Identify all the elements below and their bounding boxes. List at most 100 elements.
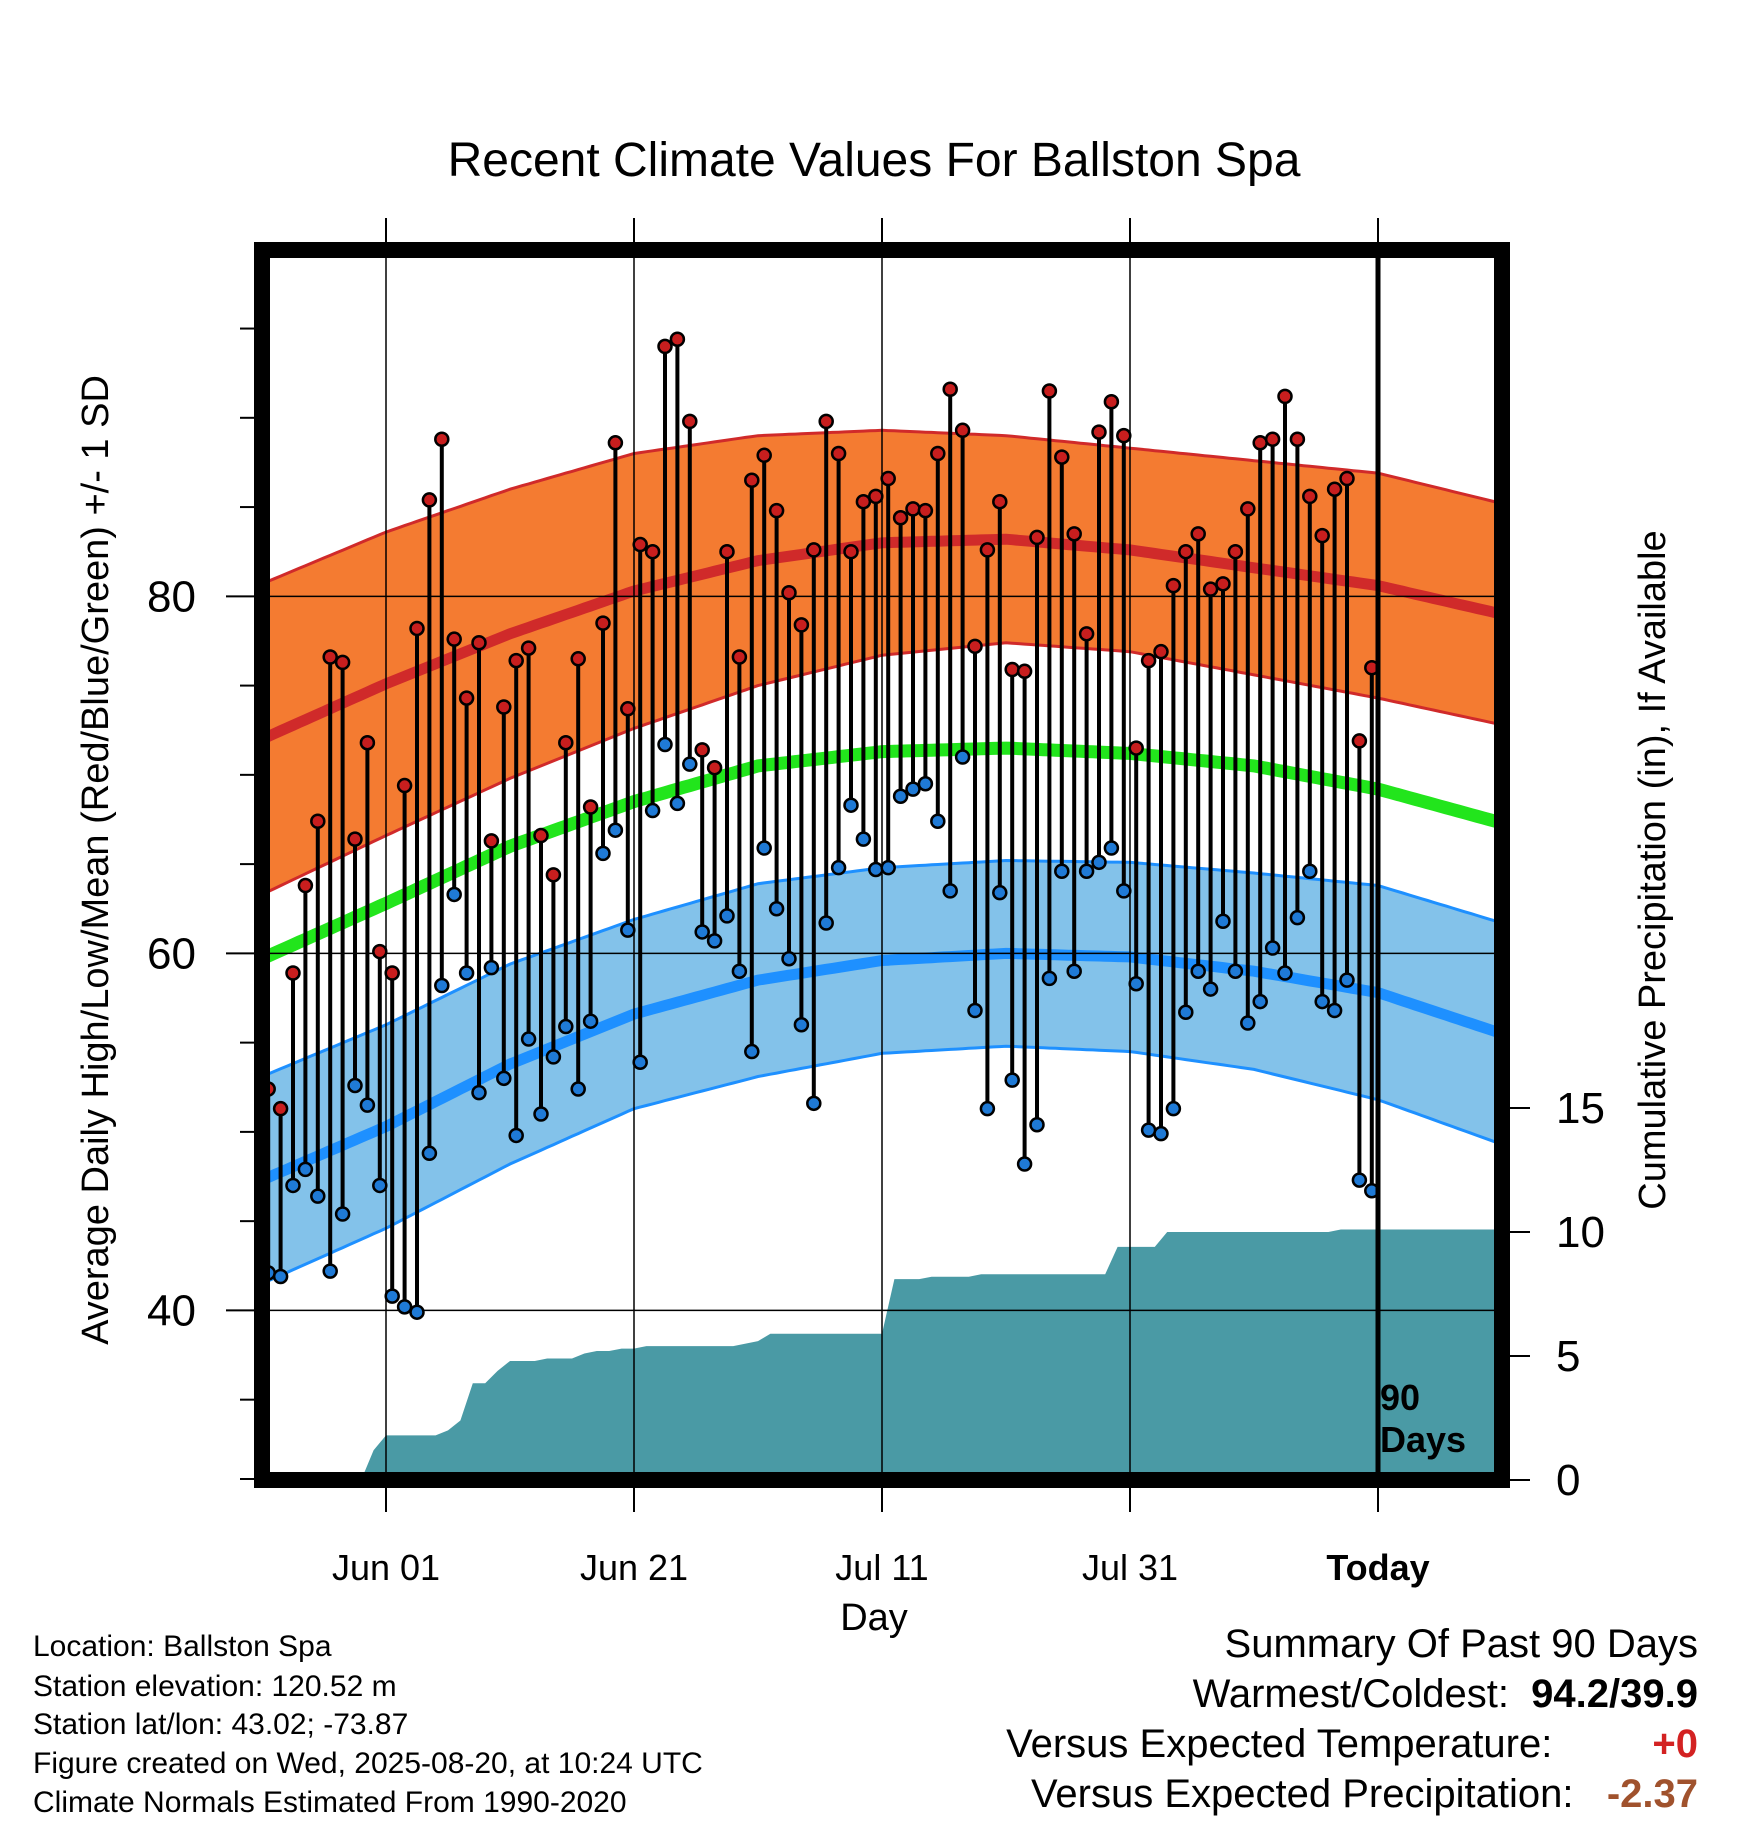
low-point (979, 1100, 996, 1117)
high-point (632, 536, 648, 553)
high-point (272, 1100, 289, 1117)
summary-temp: Versus Expected Temperature: +0 (1006, 1722, 1698, 1767)
high-point (396, 777, 413, 794)
high-point (471, 634, 487, 651)
low-point (570, 1081, 586, 1097)
high-point (719, 543, 735, 560)
normal-high-band (262, 430, 1502, 895)
high-point (793, 617, 810, 633)
low-point (520, 1031, 537, 1047)
low-point (446, 886, 462, 903)
low-point (297, 1161, 314, 1178)
low-point (1165, 1100, 1182, 1117)
low-point (855, 831, 872, 847)
precip-anomaly-value: -2.37 (1606, 1772, 1698, 1816)
low-point (1227, 963, 1244, 979)
low-point (1190, 963, 1206, 979)
high-point (1215, 576, 1231, 592)
today-label-line1: 90 (1380, 1377, 1420, 1418)
low-point (1252, 993, 1268, 1010)
low-point (744, 1043, 760, 1060)
high-point (1016, 663, 1033, 680)
low-point (1004, 1072, 1020, 1088)
low-point (545, 1049, 562, 1065)
low-point (892, 788, 909, 805)
low-point (868, 861, 884, 878)
temp-anomaly-value: +0 (1652, 1722, 1698, 1766)
high-point (582, 799, 599, 815)
low-point (508, 1127, 524, 1144)
low-point (781, 950, 797, 967)
warm-cold-value: 94.2/39.9 (1531, 1672, 1698, 1716)
y2-tick-label: 0 (1556, 1456, 1580, 1505)
low-point (1016, 1156, 1033, 1172)
high-point (917, 502, 934, 519)
summary-title: Summary Of Past 90 Days (1224, 1622, 1698, 1666)
low-point (396, 1299, 413, 1315)
low-point (1153, 1125, 1169, 1142)
high-point (1252, 435, 1268, 451)
x-tick-label: Jul 11 (835, 1547, 928, 1588)
low-point (1054, 863, 1070, 879)
high-point (744, 472, 760, 489)
low-point (756, 840, 772, 856)
low-point (1041, 970, 1058, 987)
high-point (558, 734, 574, 751)
low-point (706, 933, 723, 949)
low-point (421, 1145, 438, 1162)
today-label-line2: Days (1380, 1419, 1466, 1460)
low-point (272, 1268, 289, 1285)
temp-anomaly-label: Versus Expected Temperature: (1006, 1722, 1553, 1766)
high-point (359, 734, 376, 751)
low-point (496, 1070, 512, 1087)
high-point (372, 943, 388, 960)
high-point (1190, 526, 1206, 542)
low-point (1240, 1015, 1256, 1031)
high-point (992, 493, 1008, 510)
high-point (954, 422, 971, 439)
high-point (644, 543, 661, 560)
high-point (1078, 626, 1095, 642)
created-text: Figure created on Wed, 2025-08-20, at 10… (33, 1747, 703, 1780)
low-point (1103, 840, 1120, 856)
high-point (285, 965, 301, 981)
high-point (1128, 740, 1144, 756)
y2-tick-label: 10 (1556, 1208, 1605, 1257)
high-point (434, 431, 450, 447)
low-point (1202, 981, 1219, 997)
high-point (1351, 733, 1368, 749)
low-point (1264, 940, 1281, 956)
high-point (595, 615, 611, 631)
high-point (694, 742, 710, 758)
low-point (830, 859, 847, 876)
low-point (483, 959, 500, 976)
x-tick-label: Today (1326, 1547, 1429, 1588)
low-point (1140, 1122, 1157, 1138)
low-point (620, 922, 636, 938)
summary-precip: Versus Expected Precipitation: -2.37 (1031, 1772, 1698, 1817)
high-point (1202, 581, 1219, 597)
high-point (1302, 488, 1318, 505)
low-point (1215, 913, 1231, 929)
low-point (632, 1054, 648, 1071)
high-point (682, 413, 698, 430)
low-point (558, 1018, 574, 1035)
high-point (731, 649, 748, 665)
high-point (334, 654, 351, 671)
high-point (310, 813, 326, 830)
y2-axis-label: Cumulative Precipitation (in), If Availa… (1632, 530, 1674, 1209)
high-point (421, 492, 438, 508)
low-point (607, 822, 624, 838)
low-point (1302, 863, 1318, 879)
high-point (781, 585, 797, 601)
high-point (855, 493, 872, 510)
low-point (731, 963, 748, 979)
high-point (830, 445, 847, 462)
high-point (607, 435, 624, 451)
low-point (471, 1084, 487, 1101)
normals-text: Climate Normals Estimated From 1990-2020 (33, 1786, 627, 1819)
x-tick-label: Jun 01 (332, 1547, 440, 1588)
high-point (1153, 643, 1169, 660)
low-point (843, 797, 859, 813)
